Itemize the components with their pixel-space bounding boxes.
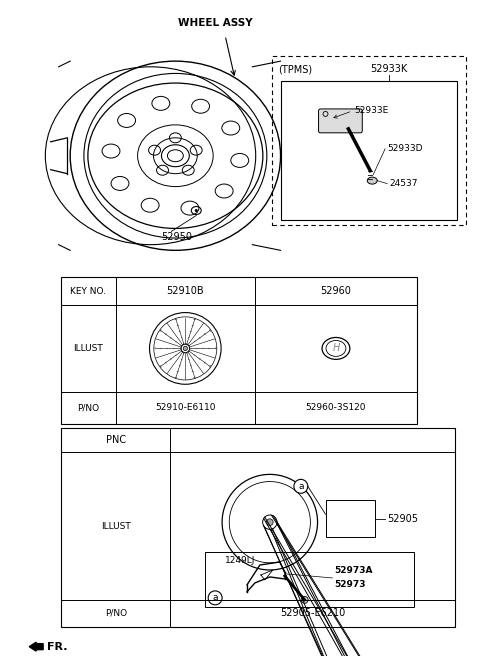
- FancyArrow shape: [29, 642, 43, 651]
- Text: 52910-E6110: 52910-E6110: [155, 403, 216, 412]
- Circle shape: [195, 209, 198, 212]
- Text: (TPMS): (TPMS): [278, 64, 312, 74]
- Text: P/NO: P/NO: [105, 609, 127, 618]
- Text: 52933E: 52933E: [354, 106, 389, 116]
- Ellipse shape: [367, 177, 377, 184]
- Circle shape: [208, 591, 222, 605]
- Text: PNC: PNC: [106, 435, 126, 445]
- Bar: [205, 552, 414, 607]
- Text: 52905-E6210: 52905-E6210: [280, 608, 345, 618]
- Circle shape: [183, 346, 188, 351]
- Text: P/NO: P/NO: [77, 403, 99, 412]
- Text: 52950: 52950: [161, 233, 192, 242]
- Bar: [281, 81, 457, 221]
- Text: ILLUST: ILLUST: [73, 344, 103, 353]
- Text: a: a: [298, 482, 303, 491]
- Bar: [61, 277, 417, 424]
- Circle shape: [266, 519, 273, 526]
- Text: 52960-3S120: 52960-3S120: [306, 403, 366, 412]
- Bar: [61, 428, 455, 627]
- Text: 52910B: 52910B: [167, 286, 204, 296]
- FancyBboxPatch shape: [319, 109, 362, 133]
- Circle shape: [294, 480, 308, 493]
- Bar: [272, 56, 466, 225]
- Text: a: a: [212, 593, 218, 602]
- Text: H: H: [332, 344, 340, 353]
- Text: 52973: 52973: [335, 580, 366, 589]
- Text: 1249LJ: 1249LJ: [225, 556, 255, 564]
- Text: 52905: 52905: [387, 514, 418, 524]
- Text: 52933D: 52933D: [387, 145, 423, 153]
- Text: ILLUST: ILLUST: [101, 522, 131, 531]
- Text: WHEEL ASSY: WHEEL ASSY: [178, 18, 252, 28]
- Text: 52933K: 52933K: [371, 64, 408, 74]
- Text: 24537: 24537: [389, 179, 418, 188]
- Bar: [325, 500, 375, 537]
- Text: FR.: FR.: [47, 642, 68, 652]
- Text: 52973A: 52973A: [335, 566, 373, 576]
- Text: 52960: 52960: [321, 286, 351, 296]
- Text: KEY NO.: KEY NO.: [71, 286, 107, 296]
- Circle shape: [301, 597, 308, 603]
